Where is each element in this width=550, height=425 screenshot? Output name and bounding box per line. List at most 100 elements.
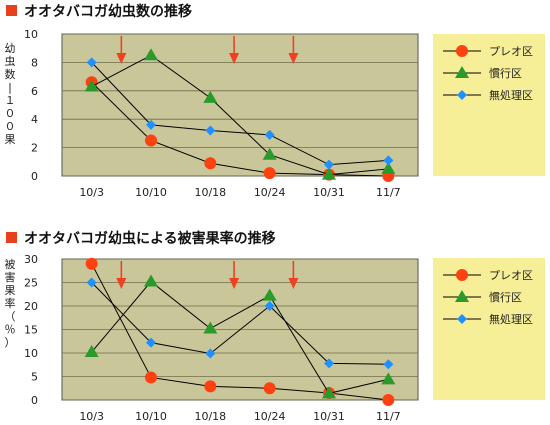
- y-tick-label: 0: [31, 170, 38, 183]
- legend-item-muso: 無処理区: [443, 312, 533, 326]
- chart2-title-marker: [6, 232, 17, 243]
- series-line-kanko: [91, 54, 389, 176]
- data-point-muso: [205, 348, 216, 359]
- y-tick-label: 10: [24, 347, 38, 360]
- y-tick-label: 10: [24, 28, 38, 41]
- data-point-preo: [204, 157, 217, 170]
- data-point-muso: [205, 125, 216, 136]
- x-tick-label: 10/24: [254, 186, 286, 199]
- spray-arrow: [229, 261, 240, 289]
- spray-arrow-head: [116, 278, 127, 289]
- y-axis-label-char: 被: [5, 258, 16, 271]
- legend-marker: [456, 45, 468, 57]
- legend-marker: [457, 90, 467, 100]
- chart2-title: オオタバコガ幼虫による被害果率の推移: [24, 230, 276, 247]
- y-axis-label-char: ）: [5, 336, 16, 349]
- y-axis-label-char: |: [8, 81, 12, 94]
- legend-label: プレオ区: [489, 45, 533, 58]
- legend-label: 慣行区: [489, 290, 522, 304]
- legend-background: [433, 34, 545, 176]
- y-tick-label: 4: [31, 113, 38, 126]
- legend-label: 慣行区: [489, 66, 522, 80]
- data-point-kanko: [203, 90, 218, 103]
- legend-label: 無処理区: [489, 312, 533, 326]
- y-axis-label-char: １: [5, 94, 16, 107]
- y-tick-label: 2: [31, 142, 38, 155]
- data-point-muso: [324, 358, 334, 369]
- x-tick-label: 10/24: [254, 410, 286, 423]
- data-point-muso: [383, 359, 394, 370]
- y-axis-label-char: ０: [5, 107, 16, 120]
- legend-label: プレオ区: [489, 269, 533, 282]
- data-point-muso: [264, 301, 275, 311]
- chart1-title: オオタバコガ幼虫数の推移: [24, 3, 192, 20]
- y-axis-label-char: 虫: [5, 55, 16, 68]
- chart2-plot: 0 5 10 15 20 25 30 10/3 10/10 10/18 10/24 10/31 11/7…: [24, 253, 545, 423]
- chart1-plot: 0 2 4 6 8 10 10/3 10/10 10/18 10/24 10/31 11/7 プレオ区慣…: [24, 28, 545, 199]
- y-tick-label: 15: [24, 324, 38, 337]
- data-point-muso: [146, 337, 156, 348]
- data-point-kanko: [381, 161, 396, 174]
- legend-marker: [457, 314, 467, 324]
- spray-arrow: [116, 261, 127, 289]
- data-point-kanko: [322, 386, 336, 399]
- data-point-kanko: [262, 288, 277, 301]
- data-point-preo: [204, 380, 217, 393]
- data-point-muso: [86, 57, 97, 68]
- chart1-header: オオタバコガ幼虫数の推移: [6, 3, 192, 20]
- data-point-preo: [85, 257, 98, 270]
- x-tick-label: 10/10: [135, 186, 167, 199]
- y-tick-label: 25: [24, 277, 38, 290]
- spray-arrow-head: [288, 53, 299, 64]
- data-point-muso: [146, 119, 156, 130]
- spray-arrow-head: [288, 278, 299, 289]
- legend-item-kanko: 慣行区: [443, 290, 522, 304]
- legend-item-preo: プレオ区: [443, 269, 533, 282]
- y-tick-label: 5: [31, 371, 38, 384]
- legend-label: 無処理区: [489, 88, 533, 102]
- x-tick-label: 10/3: [79, 186, 104, 199]
- data-point-preo: [263, 167, 276, 180]
- series-line-preo: [91, 81, 389, 177]
- data-point-preo: [382, 394, 395, 406]
- x-tick-label: 11/7: [376, 410, 401, 423]
- spray-arrow: [116, 36, 127, 64]
- y-axis-label-char: 果: [5, 133, 16, 146]
- data-point-kanko: [144, 274, 158, 287]
- legend-background: [433, 258, 545, 400]
- chart2-header: オオタバコガ幼虫による被害果率の推移: [6, 230, 276, 247]
- data-point-muso: [324, 159, 334, 170]
- y-tick-label: 8: [31, 56, 38, 69]
- legend-marker: [455, 66, 469, 78]
- x-tick-label: 10/10: [135, 410, 167, 423]
- y-tick-label: 20: [24, 300, 38, 313]
- x-tick-label: 10/31: [313, 186, 345, 199]
- data-point-muso: [264, 129, 275, 140]
- spray-arrow: [288, 36, 299, 64]
- data-point-kanko: [144, 48, 158, 61]
- data-point-kanko: [381, 372, 396, 385]
- data-point-preo: [145, 134, 157, 147]
- y-tick-label: 0: [31, 394, 38, 407]
- series-line-kanko: [91, 280, 389, 394]
- chart1-title-marker: [6, 5, 17, 16]
- data-point-kanko: [322, 167, 336, 180]
- y-axis-label-char: 幼: [5, 42, 16, 55]
- data-point-kanko: [203, 321, 218, 334]
- x-tick-label: 10/3: [79, 410, 104, 423]
- spray-arrow: [229, 36, 240, 64]
- legend-item-preo: プレオ区: [443, 45, 533, 58]
- y-axis-label-char: 率: [5, 296, 16, 310]
- y-axis-label-char: （: [5, 310, 16, 323]
- series-line-preo: [91, 263, 389, 401]
- legend-item-muso: 無処理区: [443, 88, 533, 102]
- series-line-muso: [91, 282, 389, 365]
- legend-marker: [456, 269, 468, 281]
- y-axis-label-char: ０: [5, 120, 16, 133]
- data-point-muso: [86, 277, 97, 288]
- data-point-kanko: [84, 79, 99, 92]
